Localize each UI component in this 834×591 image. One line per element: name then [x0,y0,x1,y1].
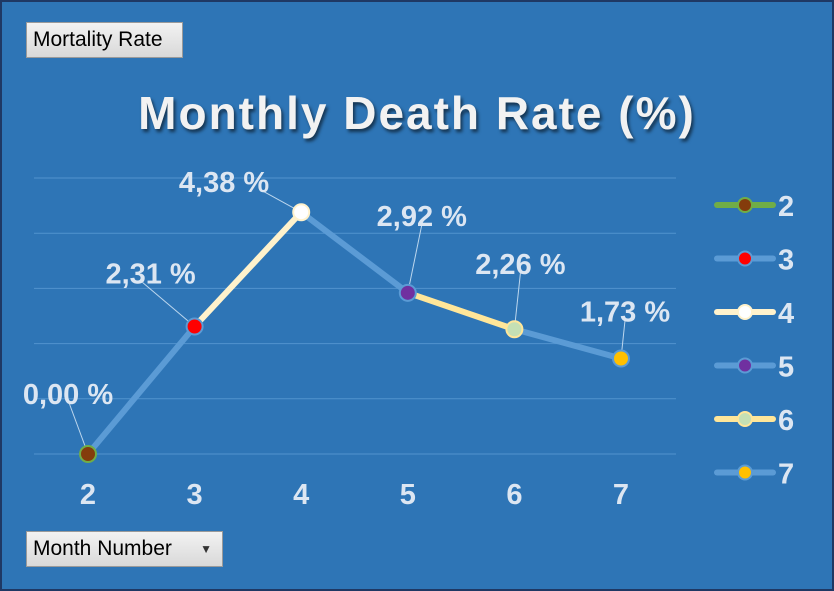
leader-line [407,224,423,293]
legend-label: 4 [778,298,794,330]
leader-line [67,399,89,455]
legend-marker [737,250,753,267]
chart-title: Monthly Death Rate (%) [138,87,696,139]
x-tick-label: 5 [400,479,416,511]
legend-marker [737,357,753,374]
x-tick-label: 3 [187,479,203,511]
x-tick-label: 7 [613,479,629,511]
line-segment [85,323,198,457]
x-tick-label: 6 [506,479,522,511]
legend-label: 7 [778,459,794,491]
data-label: 0,00 % [23,379,113,411]
leader-line [142,282,195,327]
data-point [292,203,311,222]
x-tick-label: 2 [80,479,96,511]
legend-marker [737,464,753,481]
legend-marker [737,411,753,427]
line-segment [404,289,518,333]
legend-marker [737,197,753,213]
data-point [185,317,204,336]
legend-marker [737,304,753,320]
data-label: 4,38 % [179,167,269,199]
legend-label: 6 [778,405,794,437]
legend-label: 2 [778,191,794,223]
data-label: 1,73 % [580,297,670,329]
value-field-button[interactable]: Mortality Rate [26,22,183,58]
leader-line [513,273,521,330]
axis-field-label: Month Number [33,537,172,560]
data-point [79,445,97,463]
x-tick-label: 4 [293,479,309,511]
data-label: 2,26 % [475,249,565,281]
line-segment [511,326,624,362]
line-segment [298,209,411,296]
legend-label: 3 [778,245,794,277]
data-point [398,283,417,302]
data-label: 2,92 % [377,201,467,233]
data-label: 2,31 % [105,258,195,290]
value-field-label: Mortality Rate [33,28,163,51]
legend-label: 5 [778,352,794,384]
data-point [612,349,630,368]
line-segment [191,209,305,330]
axis-field-button[interactable]: Month Number ▼ [26,531,223,567]
data-point [505,320,524,339]
dropdown-arrow-icon[interactable]: ▼ [200,542,212,556]
